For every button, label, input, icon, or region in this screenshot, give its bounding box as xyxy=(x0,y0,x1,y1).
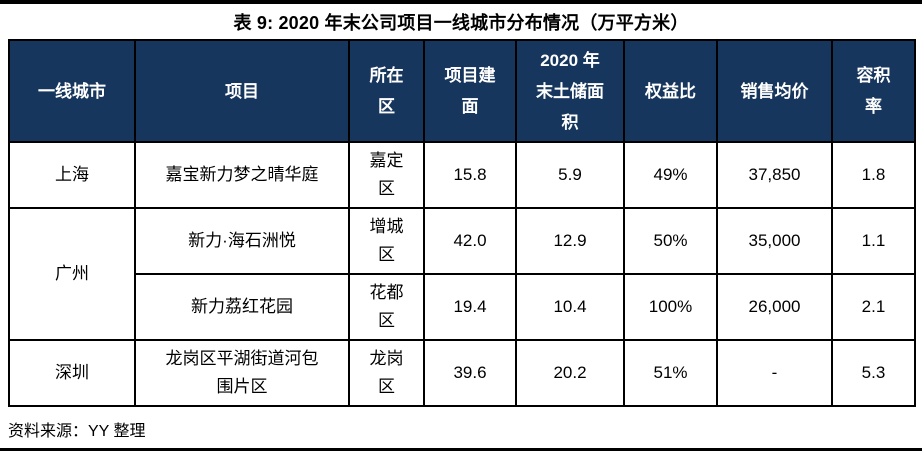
cell-district: 花都区 xyxy=(348,273,425,341)
table-row-shanghai: 上海 嘉宝新力梦之晴华庭 嘉定区 15.8 5.9 49% 37,850 1.8 xyxy=(8,141,916,209)
cell-equity-ratio: 50% xyxy=(623,207,718,275)
cell-city: 广州 xyxy=(8,207,136,341)
cell-plot-ratio: 1.8 xyxy=(831,141,916,209)
col-header-district: 所在区 xyxy=(348,39,425,143)
cell-project: 龙岗区平湖街道河包围片区 xyxy=(134,339,350,407)
cell-avg-price: 26,000 xyxy=(716,273,833,341)
col-header-city: 一线城市 xyxy=(8,39,136,143)
col-header-land-bank: 2020 年末土储面积 xyxy=(515,39,625,143)
cell-project: 新力荔红花园 xyxy=(134,273,350,341)
cell-land-bank: 20.2 xyxy=(515,339,625,407)
col-header-avg-price: 销售均价 xyxy=(716,39,833,143)
source-note: 资料来源：YY 整理 xyxy=(8,423,146,440)
cell-district: 增城区 xyxy=(348,207,425,275)
table-row-guangzhou-2: 新力荔红花园 花都区 19.4 10.4 100% 26,000 2.1 xyxy=(9,273,916,341)
cell-gfa: 39.6 xyxy=(423,339,517,407)
header-row: 一线城市 项目 所在区 项目建面 2020 年末土储面积 权益比 销售均价 容积… xyxy=(8,39,916,143)
cell-project: 嘉宝新力梦之晴华庭 xyxy=(134,141,350,209)
city-projects-table: 一线城市 项目 所在区 项目建面 2020 年末土储面积 权益比 销售均价 容积… xyxy=(8,39,916,407)
cell-land-bank: 10.4 xyxy=(515,273,625,341)
cell-district: 嘉定区 xyxy=(348,141,425,209)
col-header-equity-ratio: 权益比 xyxy=(623,39,718,143)
cell-avg-price: 35,000 xyxy=(716,207,833,275)
cell-land-bank: 12.9 xyxy=(515,207,625,275)
table-row-guangzhou-1: 广州 新力·海石洲悦 增城区 42.0 12.9 50% 35,000 1.1 xyxy=(8,207,916,341)
col-header-project: 项目 xyxy=(134,39,350,143)
cell-avg-price: 37,850 xyxy=(716,141,833,209)
table-title: 表 9: 2020 年末公司项目一线城市分布情况（万平方米） xyxy=(233,13,689,33)
bottom-divider xyxy=(0,448,922,451)
col-header-gfa: 项目建面 xyxy=(423,39,517,143)
cell-gfa: 15.8 xyxy=(423,141,517,209)
cell-land-bank: 5.9 xyxy=(515,141,625,209)
cell-plot-ratio: 2.1 xyxy=(831,273,916,341)
table-row-shenzhen: 深圳 龙岗区平湖街道河包围片区 龙岗区 39.6 20.2 51% - 5.3 xyxy=(8,339,916,407)
cell-equity-ratio: 100% xyxy=(623,273,718,341)
top-divider xyxy=(0,0,922,4)
cell-gfa: 19.4 xyxy=(423,273,517,341)
cell-district: 龙岗区 xyxy=(348,339,425,407)
cell-plot-ratio: 5.3 xyxy=(831,339,916,407)
cell-equity-ratio: 49% xyxy=(623,141,718,209)
cell-avg-price: - xyxy=(716,339,833,407)
cell-gfa: 42.0 xyxy=(423,207,517,275)
cell-equity-ratio: 51% xyxy=(623,339,718,407)
col-header-plot-ratio: 容积率 xyxy=(831,39,916,143)
cell-plot-ratio: 1.1 xyxy=(831,207,916,275)
cell-city: 上海 xyxy=(8,141,136,209)
cell-project: 新力·海石洲悦 xyxy=(134,207,350,275)
cell-city: 深圳 xyxy=(8,339,136,407)
